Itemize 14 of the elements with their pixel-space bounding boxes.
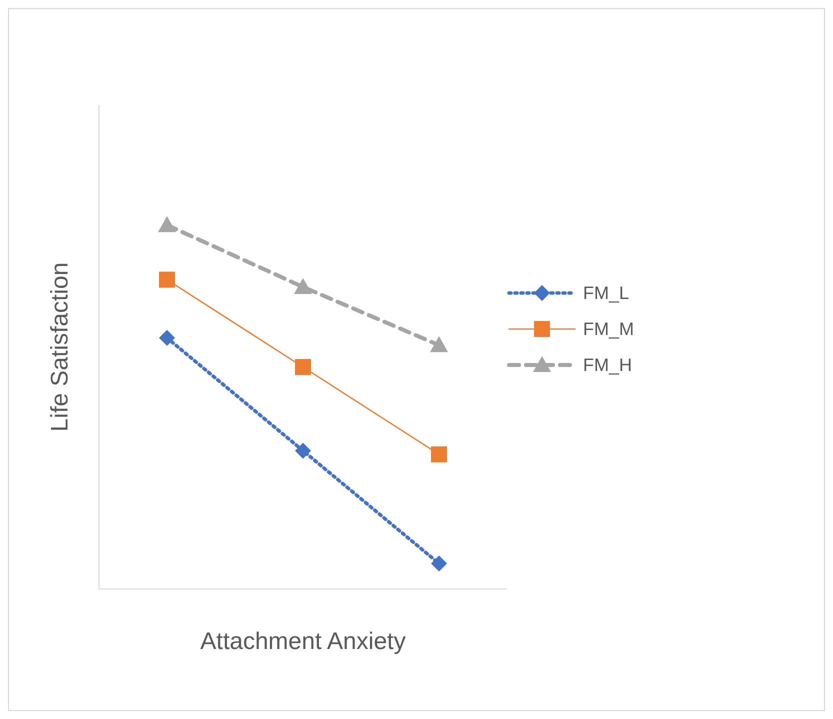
point: [295, 442, 311, 459]
point: [159, 330, 175, 346]
legend-label: FM_M: [583, 318, 634, 340]
x-axis-title: Attachment Anxiety: [200, 628, 406, 655]
point: [158, 216, 176, 232]
point: [431, 556, 447, 572]
point: [295, 359, 311, 376]
point: [431, 446, 447, 462]
legend-label: FM_L: [583, 282, 630, 304]
point: [159, 272, 175, 288]
point: [294, 278, 312, 294]
point: [430, 336, 448, 352]
y-axis-title: Life Satisfaction: [46, 262, 74, 432]
legend-label: FM_H: [583, 354, 632, 376]
